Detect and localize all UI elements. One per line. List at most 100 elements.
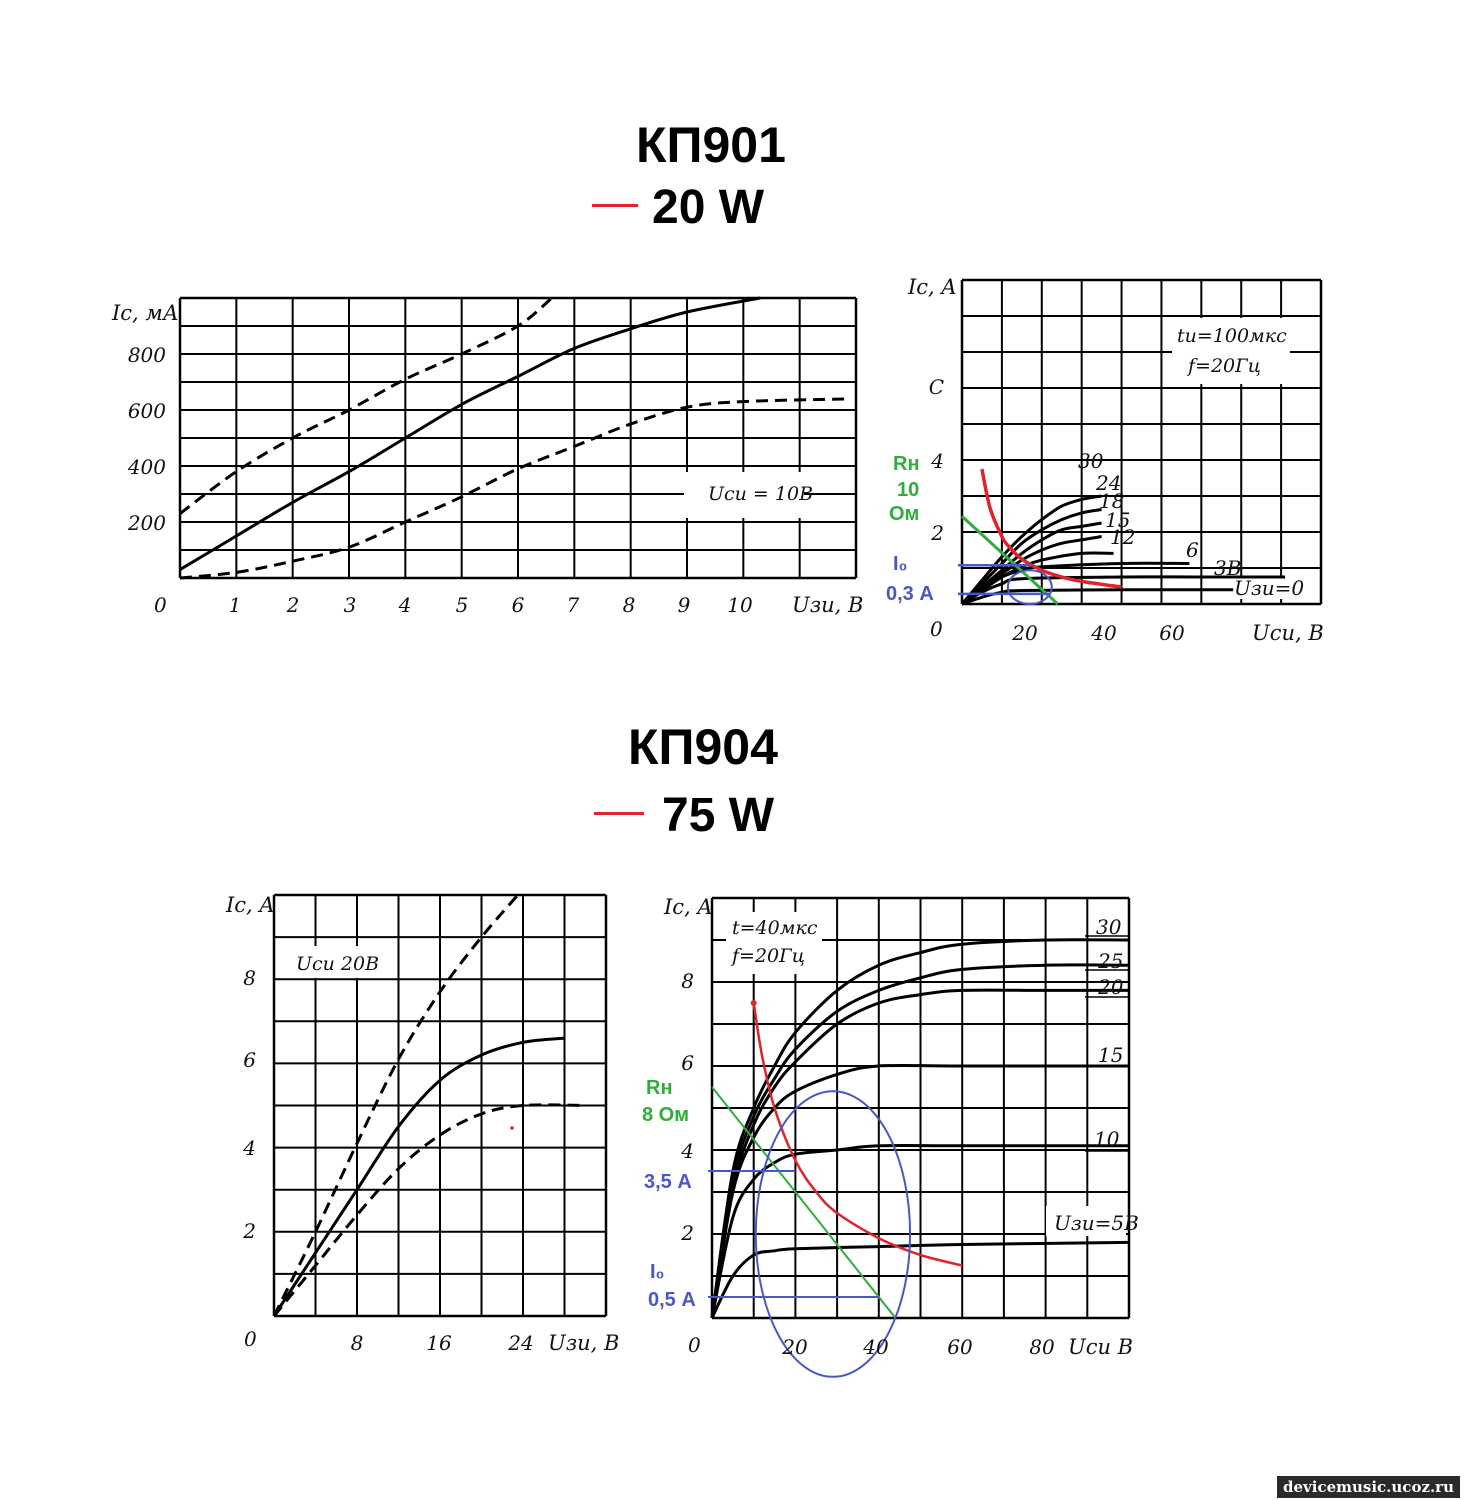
kp901-transfer-series-typical — [179, 296, 761, 571]
kp904-transfer-ylabel: Ic, A — [225, 893, 275, 917]
device2-power-legend-line — [594, 812, 644, 815]
kp904-output-series-10 — [710, 1143, 1129, 1319]
kp904-output-series-15 — [710, 1063, 1129, 1319]
kp904-output-ytick-label: 6 — [681, 1051, 694, 1075]
kp901-transfer-series-min — [179, 397, 851, 580]
kp904-output-note-line1: t=40мкс — [732, 917, 818, 939]
kp901-output-xtick-label: 20 — [1011, 621, 1038, 645]
kp904-output-xtick-label: 60 — [947, 1335, 973, 1359]
kp901-transfer-xtick-label: 4 — [398, 593, 412, 617]
kp904-output-ugs-bg — [1046, 1206, 1126, 1236]
device1-power-legend-line — [592, 204, 638, 207]
kp904-transfer-ytick-label: 6 — [243, 1048, 256, 1072]
kp901-output-series-label: Uзи=0 — [1234, 576, 1304, 600]
kp904-transfer-xtick-label: 24 — [507, 1331, 533, 1355]
kp904-output-rn-value: 8 Ом — [642, 1104, 689, 1126]
kp901-output-note-line1: tи=100мкс — [1177, 325, 1287, 347]
kp901-transfer-xtick-label: 10 — [727, 593, 753, 617]
kp901-transfer-xtick-label: 7 — [567, 593, 580, 617]
kp904-output-series-Uзи=5В — [710, 1240, 1130, 1319]
kp901-output-series-label: 15 — [1105, 508, 1130, 532]
kp904-transfer-xtick-label: 8 — [351, 1331, 364, 1355]
kp904-output-series-label: 20 — [1097, 975, 1124, 999]
kp904-transfer-ytick-label: 8 — [243, 966, 256, 990]
kp901-output-io-value: 0,3 А — [886, 583, 934, 605]
kp904-output-xtick-label: 80 — [1029, 1335, 1055, 1359]
kp901-transfer-ytick-label: 200 — [127, 511, 166, 535]
kp901-output-ytick-label: 4 — [930, 449, 944, 473]
kp901-output-series-label: 12 — [1110, 525, 1135, 549]
kp901-transfer-ytick-label: 400 — [127, 455, 166, 479]
kp904-output-io-value: 0,5 А — [648, 1289, 696, 1311]
kp904-transfer-ytick-label: 4 — [242, 1136, 256, 1160]
kp901-output-ylabel: Ic, A — [907, 275, 957, 299]
kp904-transfer-xtick-label: 16 — [426, 1331, 452, 1355]
kp904-output-ytick-label: 4 — [680, 1139, 694, 1163]
kp901-output-series-Uзи=0 — [961, 588, 1234, 606]
kp901-transfer-note: Uси = 10В — [708, 483, 813, 505]
kp901-output-series-label: 6 — [1186, 538, 1199, 562]
kp901-output-series-30 — [960, 494, 1102, 605]
device1-power: 20 W — [652, 181, 765, 234]
kp901-output-series-15 — [961, 535, 1102, 606]
kp901-transfer-xtick-label: 9 — [678, 593, 691, 617]
kp904-transfer-note: Uси 20В — [296, 953, 379, 975]
kp901-transfer-ytick-label: 600 — [128, 399, 166, 423]
kp904-transfer-red-dot — [510, 1126, 514, 1130]
kp901-output-ytick-label: C — [929, 375, 944, 399]
kp901-transfer-xtick-label: 2 — [286, 593, 300, 617]
kp901-output-ytick-label: 2 — [930, 521, 944, 545]
kp904-transfer-ytick-label: 2 — [242, 1219, 256, 1243]
kp904-transfer-xlabel: Uзи, В — [548, 1331, 619, 1355]
kp901-transfer-xlabel: Uзи, В — [792, 593, 863, 617]
kp904-output-io-label: I₀ — [650, 1261, 665, 1283]
kp901-output-xlabel: Uси, В — [1252, 621, 1324, 645]
device2-title: КП904 — [628, 719, 778, 775]
kp904-output-xtick-label: 40 — [862, 1335, 889, 1359]
device2-power: 75 W — [662, 789, 775, 842]
kp901-transfer-origin-label: 0 — [154, 593, 167, 617]
kp901-transfer-xtick-label: 5 — [456, 593, 469, 617]
kp904-output-ylabel: Ic, A — [663, 895, 713, 919]
site-footer: devicemusic.ucoz.ru — [1277, 1476, 1460, 1498]
kp904-output-series-30 — [710, 938, 1130, 1319]
kp904-transfer-series-max — [272, 894, 519, 1317]
kp904-output-xlabel: Uси В — [1068, 1335, 1133, 1359]
kp901-output-xtick-label: 40 — [1090, 621, 1117, 645]
kp901-transfer-xtick-label: 1 — [229, 593, 242, 617]
kp904-output-series-label: Uзи=5В — [1054, 1211, 1139, 1235]
kp904-transfer-series-typical — [272, 1036, 565, 1317]
kp904-output-rn-label: Rн — [646, 1077, 673, 1099]
kp901-output-series-label: 3В — [1214, 556, 1241, 580]
kp904-output-series-label: 15 — [1098, 1043, 1123, 1067]
kp904-output-series-25 — [710, 963, 1130, 1319]
kp901-transfer-ylabel: Ic, мА — [111, 301, 179, 325]
kp901-output-power-hyperbola — [980, 468, 1122, 589]
kp901-output-note-line2: f=20Гц — [1186, 355, 1261, 377]
kp904-output-power-hyperbola — [752, 1002, 963, 1267]
kp904-transfer-series-min — [272, 1103, 586, 1317]
kp904-output-hyperbola-start-dot — [750, 1000, 757, 1006]
kp901-output-load-line — [960, 515, 1059, 606]
kp904-output-series-label: 30 — [1096, 915, 1122, 939]
kp901-output-series-label: 18 — [1099, 489, 1124, 513]
kp901-transfer-xtick-label: 6 — [512, 593, 525, 617]
kp904-output-note-bg — [726, 912, 822, 974]
kp904-output-ytick-label: 2 — [680, 1221, 694, 1245]
device1-title: КП901 — [636, 117, 786, 173]
kp901-output-origin-label: 0 — [930, 617, 943, 641]
kp904-transfer-origin-label: 0 — [244, 1327, 257, 1351]
kp901-output-operating-area — [1006, 569, 1053, 605]
kp904-output-operating-area — [754, 1090, 912, 1378]
kp904-output-ytick-label: 8 — [681, 969, 694, 993]
kp904-output-note-line2: f=20Гц — [730, 945, 805, 967]
kp904-output-xtick-label: 20 — [781, 1335, 808, 1359]
kp901-transfer-ytick-label: 800 — [128, 343, 166, 367]
kp901-transfer-xtick-label: 8 — [623, 593, 636, 617]
kp904-output-series-label: 10 — [1094, 1127, 1120, 1151]
kp901-transfer-note-bg — [684, 472, 804, 518]
kp901-output-rn-unit: Ом — [889, 503, 919, 525]
kp901-output-series-3В — [961, 575, 1286, 606]
kp901-output-series-label: 24 — [1095, 471, 1121, 495]
kp901-output-rn-value: 10 — [897, 479, 919, 501]
